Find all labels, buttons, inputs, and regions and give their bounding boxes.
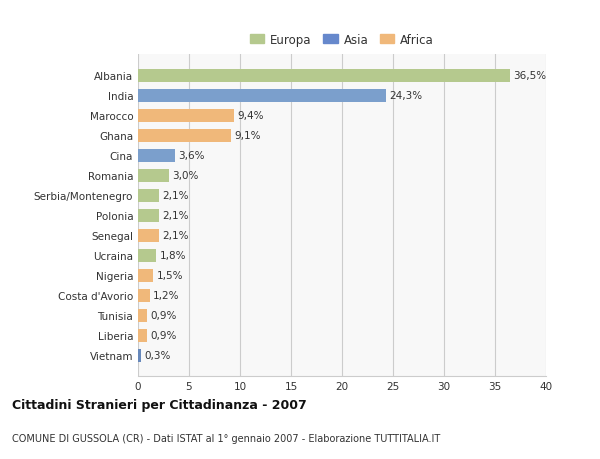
- Text: 0,3%: 0,3%: [144, 350, 170, 360]
- Bar: [138, 309, 147, 322]
- Text: 1,8%: 1,8%: [160, 251, 186, 261]
- Legend: Europa, Asia, Africa: Europa, Asia, Africa: [245, 29, 439, 51]
- Text: 36,5%: 36,5%: [514, 71, 547, 81]
- Text: 2,1%: 2,1%: [163, 231, 189, 241]
- Text: 0,9%: 0,9%: [150, 330, 176, 340]
- Bar: [138, 129, 231, 142]
- Bar: [138, 209, 160, 222]
- Bar: [138, 189, 160, 202]
- Text: 1,5%: 1,5%: [157, 270, 183, 280]
- Bar: [138, 110, 234, 123]
- Text: 9,1%: 9,1%: [234, 131, 260, 141]
- Text: 2,1%: 2,1%: [163, 211, 189, 221]
- Text: 1,2%: 1,2%: [154, 291, 180, 301]
- Text: 2,1%: 2,1%: [163, 191, 189, 201]
- Text: Cittadini Stranieri per Cittadinanza - 2007: Cittadini Stranieri per Cittadinanza - 2…: [12, 398, 307, 412]
- Bar: [138, 289, 150, 302]
- Bar: [138, 229, 160, 242]
- Text: 3,0%: 3,0%: [172, 171, 198, 181]
- Text: 24,3%: 24,3%: [389, 91, 422, 101]
- Bar: [138, 90, 386, 102]
- Bar: [138, 70, 510, 83]
- Bar: [138, 349, 141, 362]
- Bar: [138, 329, 147, 342]
- Text: 0,9%: 0,9%: [150, 310, 176, 320]
- Text: COMUNE DI GUSSOLA (CR) - Dati ISTAT al 1° gennaio 2007 - Elaborazione TUTTITALIA: COMUNE DI GUSSOLA (CR) - Dati ISTAT al 1…: [12, 433, 440, 442]
- Text: 3,6%: 3,6%: [178, 151, 204, 161]
- Bar: [138, 249, 157, 262]
- Bar: [138, 150, 175, 162]
- Text: 9,4%: 9,4%: [237, 111, 263, 121]
- Bar: [138, 269, 154, 282]
- Bar: [138, 169, 169, 182]
